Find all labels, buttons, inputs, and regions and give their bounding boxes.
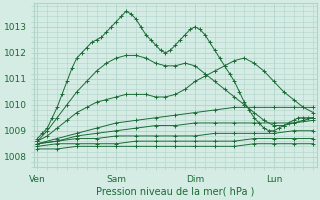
X-axis label: Pression niveau de la mer( hPa ): Pression niveau de la mer( hPa ) xyxy=(96,187,254,197)
